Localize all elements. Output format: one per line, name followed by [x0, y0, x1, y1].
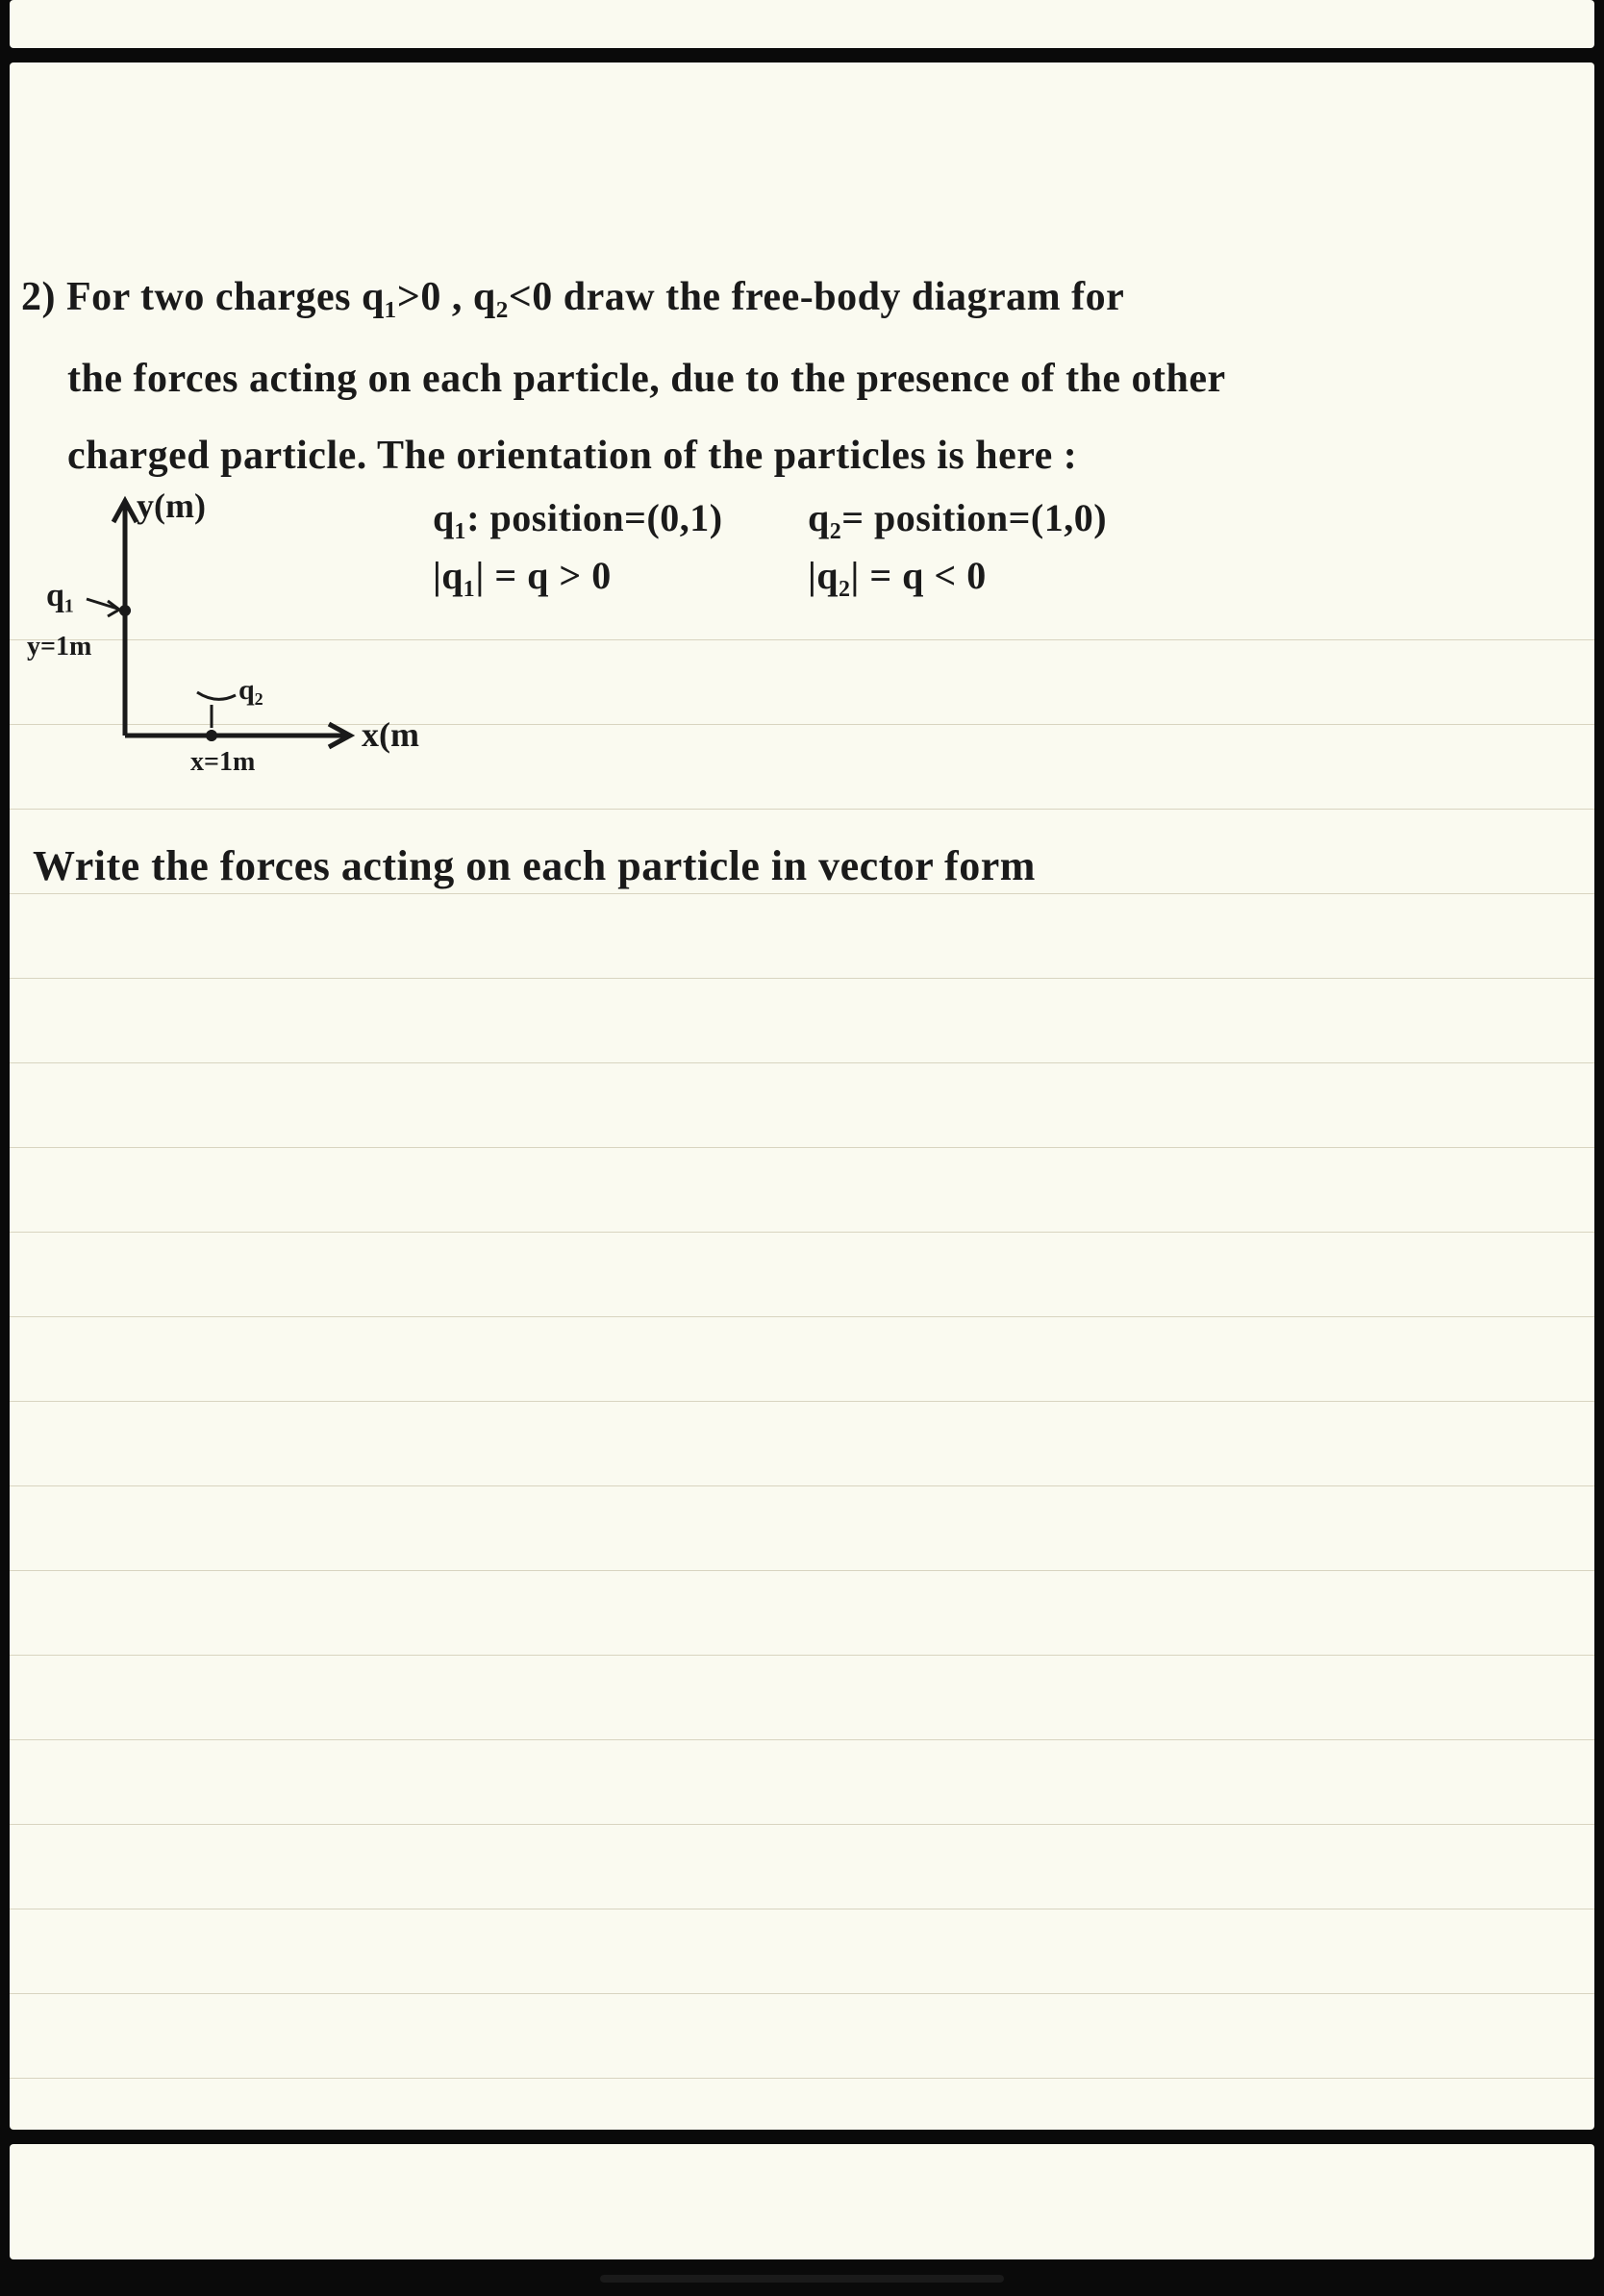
- ruled-line: [10, 1147, 1594, 1148]
- instruction-text: Write the forces acting on each particle…: [33, 841, 1036, 890]
- ruled-line: [10, 1232, 1594, 1233]
- y-tick-label: y=1m: [27, 632, 91, 662]
- q1-magnitude-text: |q₁| = q > 0: [433, 553, 612, 598]
- problem-text-2: the forces acting on each particle, due …: [67, 357, 1226, 401]
- ruled-line: [10, 978, 1594, 979]
- x-tick-label: x=1m: [190, 747, 255, 778]
- coordinate-diagram: y(m) x(m q₁ q₂ y=1m x=1m: [29, 466, 462, 793]
- x-axis-label: x(m: [362, 714, 419, 755]
- q1-label: q₁: [46, 578, 74, 614]
- ruled-line: [10, 1739, 1594, 1740]
- ruled-line: [10, 1570, 1594, 1571]
- ruled-line: [10, 1316, 1594, 1317]
- q2-magnitude-text: |q₂| = q < 0: [808, 553, 987, 598]
- bottom-paper-strip: [10, 2144, 1594, 2259]
- problem-line-2: the forces acting on each particle, due …: [67, 356, 1226, 402]
- problem-number: 2): [21, 275, 56, 319]
- ruled-line: [10, 1062, 1594, 1063]
- problem-text-1: For two charges q₁>0 , q₂<0 draw the fre…: [66, 275, 1124, 319]
- ruled-line: [10, 1401, 1594, 1402]
- ruled-line: [10, 2078, 1594, 2079]
- ruled-line: [10, 1993, 1594, 1994]
- y-axis-label: y(m): [137, 486, 206, 526]
- ruled-line: [10, 1655, 1594, 1656]
- q1-position-text: q₁: position=(0,1): [433, 495, 723, 540]
- ruled-line: [10, 1485, 1594, 1486]
- problem-line-1: 2) For two charges q₁>0 , q₂<0 draw the …: [21, 274, 1124, 320]
- ruled-line: [10, 893, 1594, 894]
- ruled-line: [10, 1824, 1594, 1825]
- home-indicator[interactable]: [600, 2275, 1004, 2283]
- q2-label: q₂: [238, 674, 263, 707]
- top-paper-strip: [10, 0, 1594, 48]
- q2-position-text: q₂= position=(1,0): [808, 495, 1107, 540]
- ruled-line: [10, 809, 1594, 810]
- q2-indicator: [197, 692, 236, 699]
- notebook-paper: 2) For two charges q₁>0 , q₂<0 draw the …: [10, 62, 1594, 2130]
